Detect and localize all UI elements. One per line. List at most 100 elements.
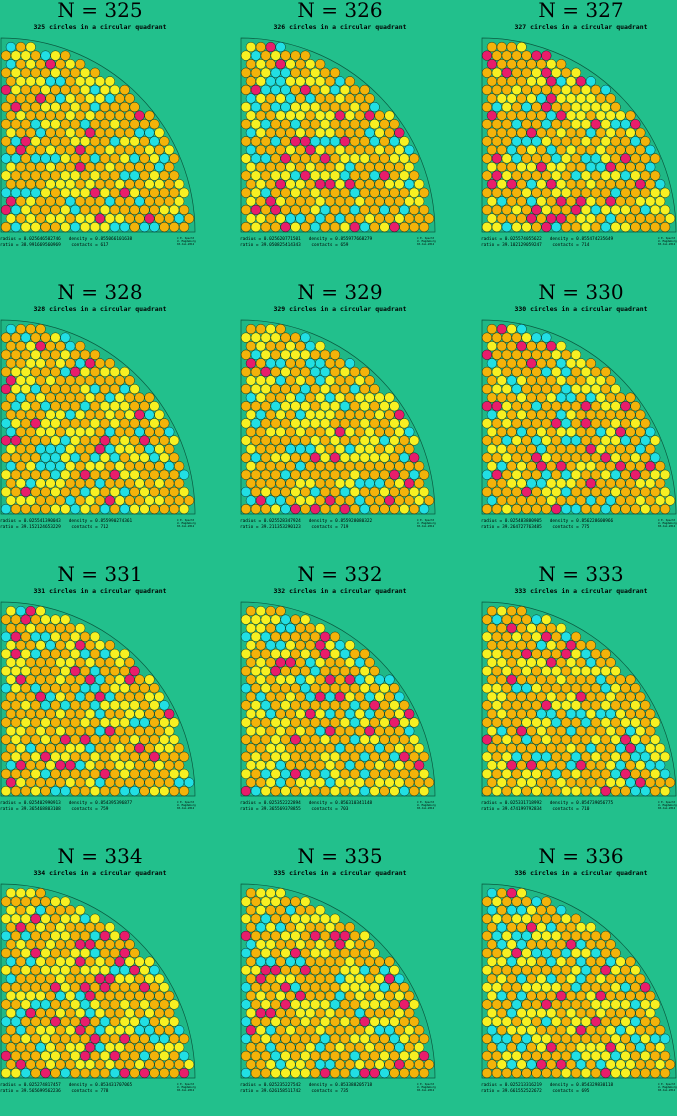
packed-circle xyxy=(585,1025,596,1036)
packed-circle xyxy=(295,76,306,87)
packed-circle xyxy=(265,1042,276,1053)
packed-circle xyxy=(50,631,61,642)
packed-circle xyxy=(384,213,395,224)
packed-circle xyxy=(625,461,636,472)
packed-circle xyxy=(389,965,400,976)
packed-circle xyxy=(159,982,170,993)
packed-circle xyxy=(45,358,56,369)
packed-circle xyxy=(384,162,395,173)
packed-circle xyxy=(99,418,110,429)
packed-circle xyxy=(139,452,150,463)
packed-circle xyxy=(635,1008,646,1019)
packed-circle xyxy=(270,717,281,728)
packed-circle xyxy=(354,478,365,489)
packed-circle xyxy=(521,965,532,976)
packed-circle xyxy=(330,418,341,429)
packed-circle xyxy=(265,110,276,121)
packed-circle xyxy=(521,930,532,941)
packed-circle xyxy=(546,392,557,403)
packed-circle xyxy=(320,913,331,924)
packed-circle xyxy=(270,153,281,164)
packed-circle xyxy=(481,504,492,515)
packed-circle xyxy=(625,144,636,155)
packed-circle xyxy=(315,640,326,651)
packed-circle xyxy=(399,1016,410,1027)
packed-circle xyxy=(541,666,552,677)
packed-circle xyxy=(240,717,251,728)
radius-label: radius = 0.025213316219 xyxy=(481,1083,542,1088)
packed-circle xyxy=(245,1042,256,1053)
ratio-label: ratio = 39.211353290123 xyxy=(240,525,301,530)
packed-circle xyxy=(20,631,31,642)
packed-circle xyxy=(139,751,150,762)
packed-circle xyxy=(660,1050,671,1061)
packed-circle xyxy=(481,119,492,130)
packed-circle xyxy=(285,777,296,788)
packed-circle xyxy=(531,666,542,677)
packed-circle xyxy=(491,631,502,642)
packed-circle xyxy=(10,469,21,480)
packed-circle xyxy=(566,495,577,506)
packed-circle xyxy=(531,717,542,728)
packed-circle xyxy=(590,84,601,95)
packed-circle xyxy=(144,392,155,403)
packed-circle xyxy=(5,691,16,702)
packed-circle xyxy=(315,657,326,668)
packed-circle xyxy=(615,162,626,173)
panel-stats: radius = 0.025528347924 density = 0.8559… xyxy=(240,519,372,531)
packed-circle xyxy=(40,786,51,797)
packed-circle xyxy=(75,341,86,352)
packed-circle xyxy=(250,332,261,343)
packed-circle xyxy=(114,939,125,950)
packed-circle xyxy=(114,691,125,702)
packed-circle xyxy=(80,999,91,1010)
packed-circle xyxy=(270,486,281,497)
packed-circle xyxy=(0,896,11,907)
packed-circle xyxy=(25,956,36,967)
packed-circle xyxy=(521,435,532,446)
packed-circle xyxy=(109,469,120,480)
packed-circle xyxy=(551,999,562,1010)
packed-circle xyxy=(144,956,155,967)
packed-circle xyxy=(615,1008,626,1019)
packed-circle xyxy=(139,700,150,711)
packed-circle xyxy=(320,982,331,993)
contacts-label: contacts = 703 xyxy=(311,807,349,812)
packed-circle xyxy=(90,666,101,677)
packed-circle xyxy=(575,939,587,950)
packed-circle xyxy=(45,657,56,668)
packed-circle xyxy=(541,768,552,779)
packed-circle xyxy=(344,939,355,950)
packed-circle xyxy=(625,674,636,685)
packed-circle xyxy=(50,786,61,797)
packed-circle xyxy=(640,153,651,164)
packed-circle xyxy=(566,461,577,472)
packed-circle xyxy=(5,905,16,916)
packed-circle xyxy=(486,888,497,899)
packed-circle xyxy=(364,213,375,224)
packed-circle xyxy=(104,674,115,685)
packed-circle xyxy=(595,760,606,771)
packed-circle xyxy=(134,1042,145,1053)
packed-circle xyxy=(85,726,96,737)
packed-circle xyxy=(580,84,591,95)
packed-circle xyxy=(655,495,666,506)
packed-circle xyxy=(305,708,316,719)
packed-circle xyxy=(310,648,321,659)
packed-circle xyxy=(344,110,355,121)
packed-circle xyxy=(104,726,115,737)
packed-circle xyxy=(546,409,557,420)
packed-circle xyxy=(615,760,626,771)
packed-circle xyxy=(610,119,621,130)
packed-circle xyxy=(541,913,552,924)
packed-circle xyxy=(94,922,106,933)
packed-circle xyxy=(260,204,271,215)
packed-circle xyxy=(496,42,507,53)
packed-circle xyxy=(20,102,31,113)
packed-circle xyxy=(575,93,587,104)
packed-circle xyxy=(566,1008,577,1019)
packed-circle xyxy=(35,657,46,668)
packed-circle xyxy=(10,683,21,694)
packed-circle xyxy=(20,999,31,1010)
packed-circle xyxy=(349,999,360,1010)
